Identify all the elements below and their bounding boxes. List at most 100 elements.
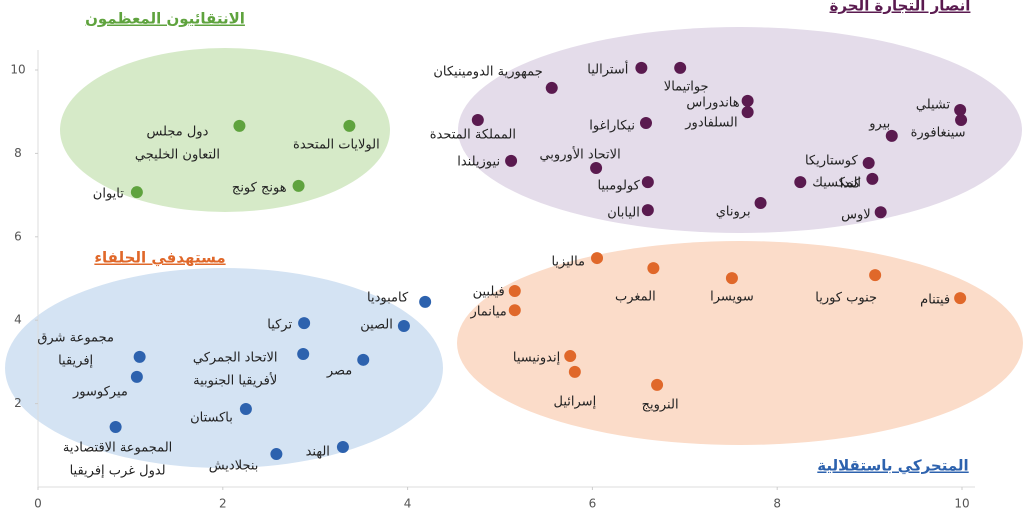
point [292, 179, 305, 192]
x-tick-label: 8 [773, 497, 781, 511]
point-label: هاندوراس [686, 95, 739, 110]
point [591, 252, 604, 265]
point-label: إندونيسيا [513, 351, 560, 366]
point-label: لدول غرب إفريقيا [70, 463, 166, 478]
point [270, 448, 283, 461]
point-label: جواتيمالا [664, 79, 709, 94]
point-label: ماليزيا [551, 255, 585, 270]
group-title: المتحركي باستقلالية [817, 457, 968, 475]
point [754, 197, 767, 210]
point [343, 119, 356, 132]
x-tick-label: 6 [589, 497, 597, 511]
point-label: السلفادور [684, 116, 737, 131]
point [955, 114, 968, 127]
point-label: دول مجلس [146, 124, 208, 139]
point-label: جمهورية الدومينيكان [433, 64, 542, 79]
point [651, 378, 664, 391]
point [508, 304, 521, 317]
point [109, 420, 122, 433]
point-label: الولايات المتحدة [293, 137, 380, 152]
point [954, 104, 967, 117]
point-label: كولومبيا [597, 179, 640, 194]
group-title: أنصار التجارة الحرة [830, 0, 971, 15]
point [233, 119, 246, 132]
point [130, 186, 143, 199]
point-label: هونج كونج [232, 180, 287, 195]
point-label: أستراليا [587, 60, 628, 77]
point-label: إسرائيل [554, 394, 597, 409]
point-label: مصر [326, 363, 352, 378]
point-label: لاوس [841, 208, 871, 223]
point-label: تشيلي [916, 98, 951, 113]
cluster-area [60, 48, 390, 212]
point-label: تركيا [267, 318, 292, 333]
x-tick-label: 10 [954, 497, 969, 511]
x-tick-label: 2 [219, 497, 227, 511]
point [866, 172, 879, 185]
x-tick-label: 0 [34, 497, 42, 511]
point-label: كوستاريكا [805, 153, 859, 168]
point-label: سينغافورة [911, 126, 966, 141]
point [635, 61, 648, 74]
point [794, 176, 807, 189]
point-label: كامبوديا [367, 290, 409, 305]
point-label: إفريقيا [58, 353, 93, 368]
point [954, 292, 967, 305]
group-title: مستهدفي الحلفاء [94, 249, 225, 267]
point-label: الصين [360, 318, 393, 333]
point [133, 350, 146, 363]
y-tick-label: 6 [14, 229, 22, 243]
point [862, 156, 875, 169]
point-label: ميركوسور [72, 384, 128, 399]
point-label: كندا [840, 176, 861, 191]
point [508, 285, 521, 298]
point [647, 262, 660, 275]
point-label: فيلبين [473, 285, 505, 300]
y-tick-label: 10 [10, 63, 25, 77]
point [419, 295, 432, 308]
point-label: بنجلاديش [209, 459, 259, 474]
y-tick-label: 2 [14, 396, 22, 410]
point-label: اليابان [607, 206, 640, 221]
point-label: نيكاراغوا [589, 118, 635, 133]
point-label: لأفريقيا الجنوبية [193, 371, 277, 388]
point-label: مجموعة شرق [37, 330, 114, 345]
point-label: النرويج [642, 397, 679, 412]
y-tick-label: 8 [14, 146, 22, 160]
point [641, 204, 654, 217]
point [674, 61, 687, 74]
point [297, 347, 310, 360]
point [741, 94, 754, 107]
point-label: المملكة المتحدة [430, 128, 516, 143]
point-label: التعاون الخليجي [135, 147, 220, 162]
point-label: باكستان [190, 411, 233, 426]
point [590, 161, 603, 174]
cluster-area [5, 268, 443, 468]
point [741, 106, 754, 119]
point-label: المجموعة الاقتصادية [63, 440, 172, 455]
group-title: الانتقائيون المعظمون [85, 10, 245, 28]
point [869, 269, 882, 282]
point [568, 365, 581, 378]
point [545, 81, 558, 94]
point-label: الهند [306, 444, 330, 459]
point [298, 317, 311, 330]
point [239, 403, 252, 416]
point [357, 353, 370, 366]
point [725, 272, 738, 285]
point [639, 116, 652, 129]
point-label: فيتنام [920, 293, 950, 308]
point-label: ميانمار [470, 305, 507, 320]
point-label: بيرو [868, 116, 890, 131]
point-label: بروناي [716, 205, 751, 220]
point-label: الاتحاد الأوروبي [539, 145, 620, 162]
point [641, 176, 654, 189]
point-label: جنوب كوريا [815, 291, 877, 306]
point-label: المكسيك [812, 176, 861, 191]
point-label: المغرب [615, 290, 656, 305]
point-label: تايوان [93, 187, 124, 202]
point-label: سويسرا [710, 290, 754, 305]
point [471, 114, 484, 127]
x-tick-label: 4 [404, 497, 412, 511]
point-label: نيوزيلندا [457, 154, 500, 169]
